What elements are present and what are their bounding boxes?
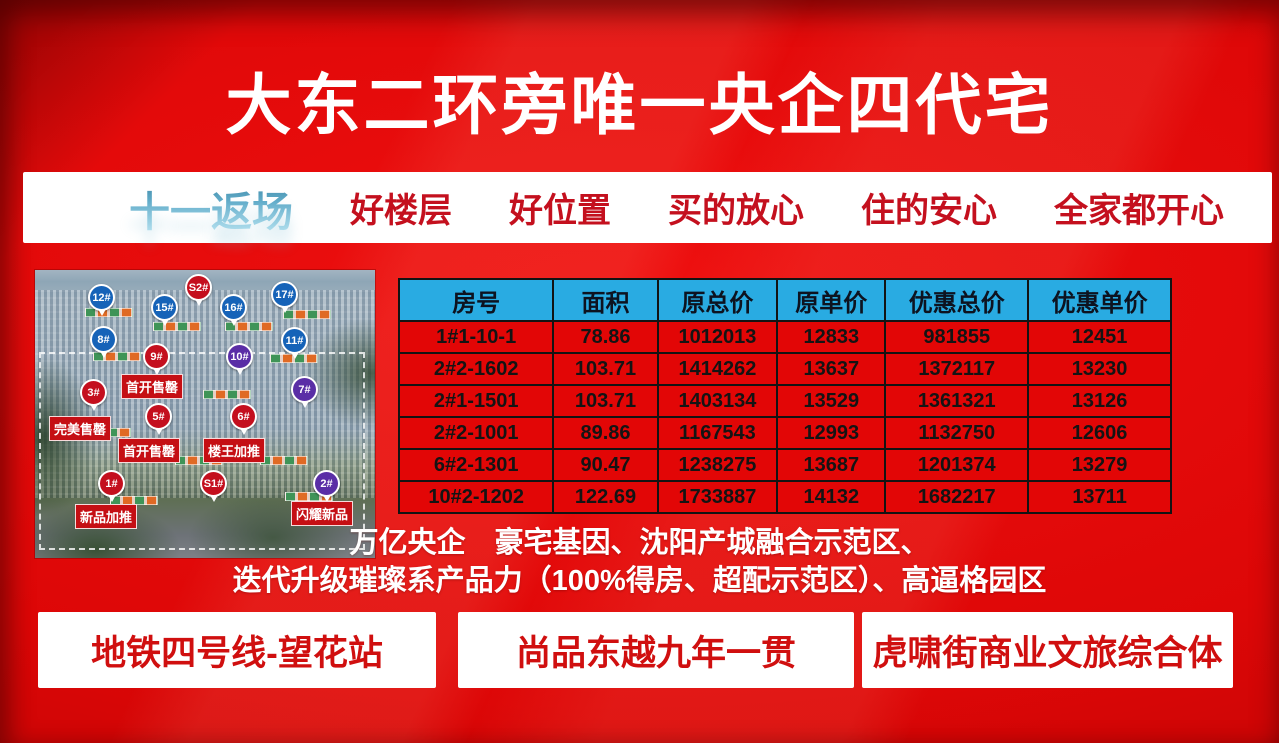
building-badge-S1: S1# [200, 470, 227, 497]
building-badge-3: 3# [80, 379, 107, 406]
table-cell: 1201374 [884, 448, 1030, 482]
building-badge-1: 1# [98, 470, 125, 497]
table-cell: 13126 [1027, 384, 1172, 418]
table-cell: 103.71 [552, 352, 659, 386]
selling-points: 万亿央企 豪宅基因、沈阳产城融合示范区、 迭代升级璀璨系产品力（100%得房、超… [0, 524, 1279, 600]
roof-banner-decoration [153, 322, 201, 331]
price-table: 房号 面积 原总价 原单价 优惠总价 优惠单价 1#1-10-1 78.86 1012013 1… [397, 278, 1172, 514]
table-row: 2#2-1602 103.71 1414262 13637 1372117 13230 [397, 352, 1172, 386]
table-cell: 90.47 [552, 448, 659, 482]
status-tag: 完美售罄 [49, 416, 112, 441]
table-cell: 1#1-10-1 [397, 320, 555, 354]
table-cell: 1012013 [656, 320, 779, 354]
table-cell: 13711 [1027, 480, 1172, 514]
tab-4[interactable]: 住的安心 [861, 192, 997, 230]
tab-1[interactable]: 好楼层 [350, 192, 452, 230]
table-cell: 103.71 [552, 384, 659, 418]
building-badge-5: 5# [145, 403, 172, 430]
building-badge-11: 11# [281, 327, 308, 354]
table-cell: 12833 [776, 320, 887, 354]
building-badge-16: 16# [220, 294, 247, 321]
roof-banner-decoration [85, 308, 133, 317]
table-cell: 78.86 [552, 320, 659, 354]
page-title: 大东二环旁唯一央企四代宅 [225, 68, 1054, 142]
building-badge-7: 7# [291, 376, 318, 403]
table-header-cell: 优惠单价 [1027, 278, 1172, 322]
building-badge-10: 10# [226, 343, 253, 370]
table-cell: 13230 [1027, 352, 1172, 386]
table-cell: 1403134 [656, 384, 779, 418]
table-cell: 1132750 [884, 416, 1030, 450]
table-cell: 12993 [776, 416, 887, 450]
table-cell: 1372117 [884, 352, 1030, 386]
table-cell: 14132 [776, 480, 887, 514]
table-cell: 89.86 [552, 416, 659, 450]
table-cell: 13279 [1027, 448, 1172, 482]
status-tag: 楼王加推 [203, 438, 266, 463]
building-badge-17: 17# [271, 281, 298, 308]
table-cell: 1238275 [656, 448, 779, 482]
tab-2[interactable]: 好位置 [509, 192, 611, 230]
selling-point-line2: 迭代升级璀璨系产品力（100%得房、超配示范区）、高逼格园区 [232, 565, 1047, 597]
table-cell: 1682217 [884, 480, 1030, 514]
table-cell: 12606 [1027, 416, 1172, 450]
building-badge-12: 12# [88, 284, 115, 311]
table-cell: 981855 [884, 320, 1030, 354]
table-header-cell: 房号 [397, 278, 555, 322]
table-cell: 2#1-1501 [397, 384, 555, 418]
building-badge-15: 15# [151, 294, 178, 321]
selling-point-line1: 万亿央企 豪宅基因、沈阳产城融合示范区、 [349, 527, 930, 559]
roof-banner-decoration [225, 322, 273, 331]
building-badge-9: 9# [143, 343, 170, 370]
table-header-row: 房号 面积 原总价 原单价 优惠总价 优惠单价 [397, 278, 1172, 322]
roof-banner-decoration [285, 492, 333, 501]
table-cell: 13529 [776, 384, 887, 418]
table-row: 1#1-10-1 78.86 1012013 12833 981855 12451 [397, 320, 1172, 354]
table-cell: 1361321 [884, 384, 1030, 418]
roof-banner-decoration [260, 456, 308, 465]
site-plan-image: 12# S2# 15# 16# 17# 8# 11# 9# 10# 3# 7# 5# 6# 1# S1# 2#… [35, 270, 375, 558]
table-cell: 1167543 [656, 416, 779, 450]
table-header-cell: 优惠总价 [884, 278, 1030, 322]
table-body: 1#1-10-1 78.86 1012013 12833 981855 12451 2#2-… [397, 320, 1172, 514]
table-cell: 2#2-1001 [397, 416, 555, 450]
status-tag: 新品加推 [75, 504, 138, 529]
tab-highlight-return-event[interactable]: 十一返场 [129, 178, 293, 238]
roof-banner-decoration [93, 352, 141, 361]
site-boundary-dashed-outline [39, 352, 365, 550]
table-cell: 13687 [776, 448, 887, 482]
brand-history-button[interactable]: 尚品东越九年一贯 [458, 612, 854, 688]
table-cell: 122.69 [552, 480, 659, 514]
table-cell: 10#2-1202 [397, 480, 555, 514]
commercial-complex-button[interactable]: 虎啸街商业文旅综合体 [862, 612, 1233, 688]
table-cell: 12451 [1027, 320, 1172, 354]
table-cell: 1733887 [656, 480, 779, 514]
building-badge-2: 2# [313, 470, 340, 497]
table-cell: 1414262 [656, 352, 779, 386]
tab-banner: 十一返场 好楼层 好位置 买的放心 住的安心 全家都开心 [23, 172, 1272, 243]
table-cell: 6#2-1301 [397, 448, 555, 482]
metro-line-button[interactable]: 地铁四号线-望花站 [38, 612, 436, 688]
table-header-cell: 原单价 [776, 278, 887, 322]
table-cell: 2#2-1602 [397, 352, 555, 386]
table-header-cell: 原总价 [656, 278, 779, 322]
building-badge-S2: S2# [185, 274, 212, 301]
status-tag: 首开售罄 [121, 374, 184, 399]
table-header-cell: 面积 [552, 278, 659, 322]
tab-3[interactable]: 买的放心 [668, 192, 804, 230]
table-cell: 13637 [776, 352, 887, 386]
building-badge-6: 6# [230, 403, 257, 430]
status-tag: 首开售罄 [118, 438, 181, 463]
table-row: 2#2-1001 89.86 1167543 12993 1132750 12606 [397, 416, 1172, 450]
status-tag: 闪耀新品 [291, 501, 354, 526]
table-row: 2#1-1501 103.71 1403134 13529 1361321 13126 [397, 384, 1172, 418]
roof-banner-decoration [203, 390, 251, 399]
building-badge-8: 8# [90, 326, 117, 353]
table-row: 10#2-1202 122.69 1733887 14132 1682217 13711 [397, 480, 1172, 514]
roof-banner-decoration [283, 310, 331, 319]
table-row: 6#2-1301 90.47 1238275 13687 1201374 13279 [397, 448, 1172, 482]
tab-5[interactable]: 全家都开心 [1054, 192, 1224, 230]
